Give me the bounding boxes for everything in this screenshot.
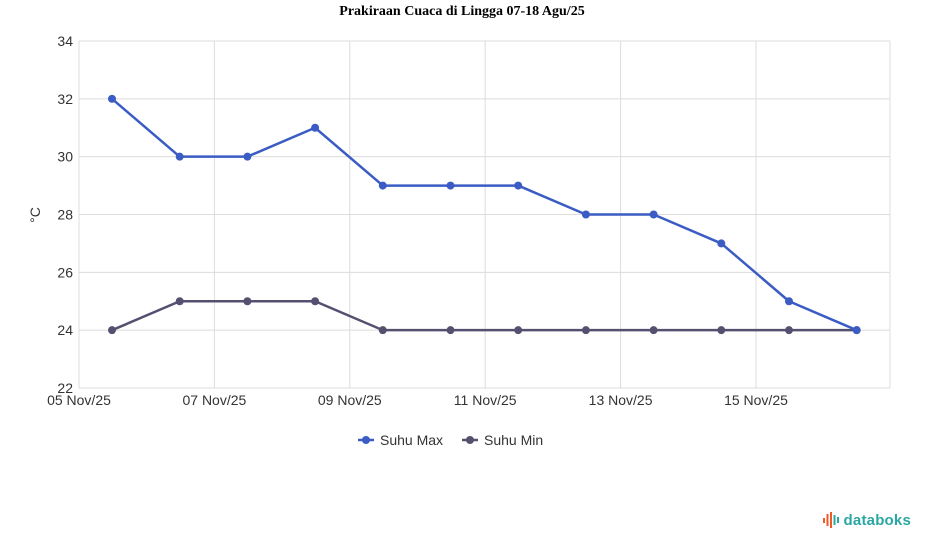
legend-swatch-marker bbox=[466, 436, 474, 444]
series-line bbox=[111, 97, 858, 332]
y-tick-label: 24 bbox=[57, 322, 73, 338]
data-point[interactable] bbox=[649, 210, 658, 219]
data-point[interactable] bbox=[581, 210, 590, 219]
databoks-logo-icon bbox=[822, 512, 839, 528]
data-point[interactable] bbox=[311, 297, 320, 306]
data-point[interactable] bbox=[785, 326, 793, 335]
data-point[interactable] bbox=[243, 152, 252, 161]
data-point[interactable] bbox=[717, 239, 726, 248]
legend-item[interactable]: Suhu Max bbox=[358, 432, 443, 448]
series-line bbox=[111, 300, 857, 332]
data-point[interactable] bbox=[581, 326, 590, 335]
x-tick-label: 07 Nov/25 bbox=[182, 392, 246, 408]
x-tick-label: 15 Nov/25 bbox=[724, 392, 788, 408]
y-tick-label: 34 bbox=[57, 33, 73, 49]
x-tick-label: 13 Nov/25 bbox=[589, 392, 653, 408]
legend-label: Suhu Max bbox=[380, 432, 443, 448]
chart-title: Prakiraan Cuaca di Lingga 07-18 Agu/25 bbox=[339, 4, 584, 19]
x-tick-label: 11 Nov/25 bbox=[454, 392, 517, 408]
chart-series bbox=[108, 94, 861, 335]
data-point[interactable] bbox=[717, 326, 726, 335]
data-point[interactable] bbox=[378, 181, 387, 190]
data-point[interactable] bbox=[108, 94, 116, 103]
data-point[interactable] bbox=[514, 181, 523, 190]
x-axis: 05 Nov/25 07 Nov/25 09 Nov/25 11 Nov/25 13 N… bbox=[47, 392, 788, 408]
x-tick-label: 05 Nov/25 bbox=[47, 392, 111, 408]
y-tick-label: 32 bbox=[57, 91, 73, 107]
databoks-brand: databoks bbox=[822, 511, 911, 529]
series-suhu-max bbox=[108, 94, 861, 335]
x-tick-label: 09 Nov/25 bbox=[318, 392, 382, 408]
data-point[interactable] bbox=[243, 297, 252, 306]
data-point[interactable] bbox=[378, 326, 387, 335]
data-point[interactable] bbox=[446, 326, 455, 335]
y-tick-label: 26 bbox=[57, 264, 73, 280]
data-point[interactable] bbox=[175, 152, 184, 161]
data-point[interactable] bbox=[446, 181, 455, 190]
data-point[interactable] bbox=[649, 326, 658, 335]
legend-item[interactable]: Suhu Min bbox=[462, 432, 543, 448]
chart-grid bbox=[78, 40, 891, 389]
y-tick-label: 30 bbox=[57, 149, 73, 165]
data-point[interactable] bbox=[514, 326, 523, 335]
series-suhu-min bbox=[108, 297, 861, 335]
data-point[interactable] bbox=[785, 297, 793, 306]
legend-label: Suhu Min bbox=[484, 432, 543, 448]
data-point[interactable] bbox=[311, 123, 320, 132]
y-tick-label: 28 bbox=[57, 207, 73, 223]
brand-name: databoks bbox=[843, 511, 911, 529]
y-axis: 22 24 26 28 30 32 34 bbox=[57, 33, 73, 396]
legend-swatch-marker bbox=[362, 436, 370, 444]
y-axis-label: °C bbox=[27, 207, 43, 223]
y-tick-label: 22 bbox=[57, 380, 73, 396]
data-point[interactable] bbox=[175, 297, 184, 306]
data-point[interactable] bbox=[108, 326, 116, 335]
data-point[interactable] bbox=[852, 326, 861, 335]
chart-legend[interactable]: Suhu Max Suhu Min bbox=[358, 432, 543, 448]
